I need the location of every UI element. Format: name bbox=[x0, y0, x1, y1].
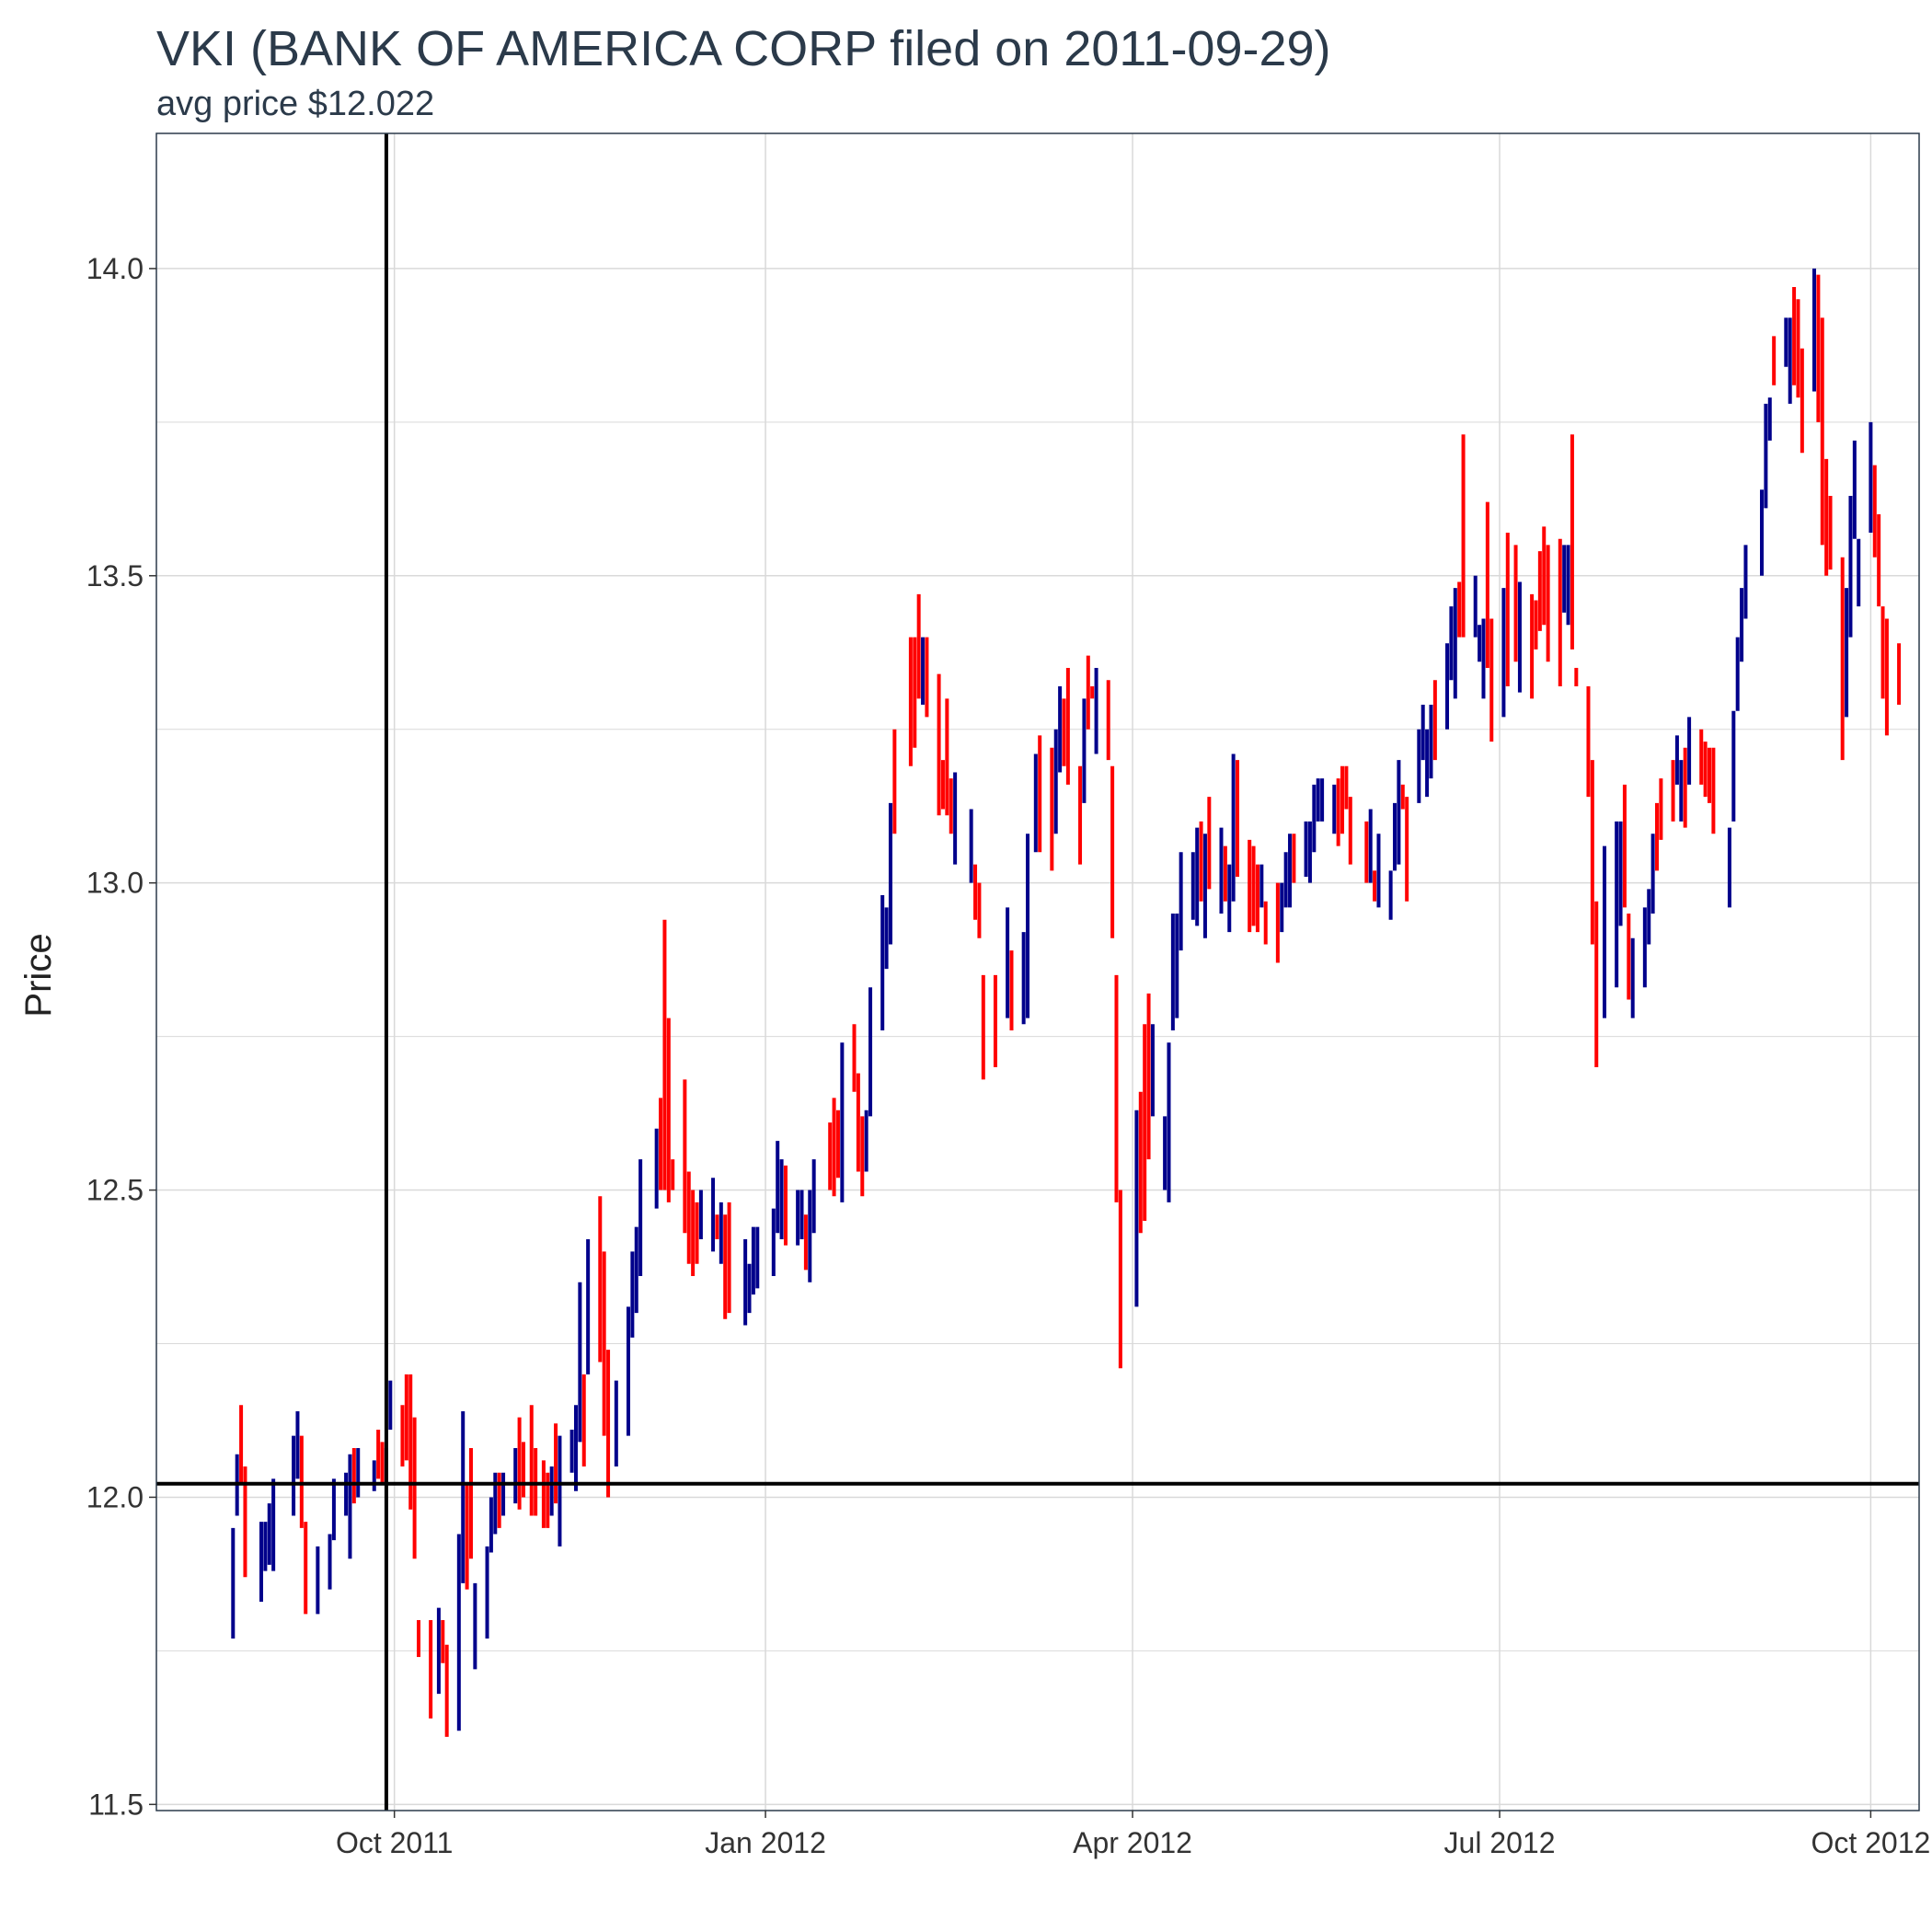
y-tick-label: 11.5 bbox=[88, 1788, 144, 1821]
grid-lines bbox=[156, 133, 1919, 1811]
axes: 11.5 12.0 12.5 13.0 13.5 14.0 Oct 2011 Jan 2012… bbox=[86, 132, 1930, 1859]
y-tick-label: 12.0 bbox=[86, 1480, 144, 1513]
y-tick-label: 13.5 bbox=[86, 559, 144, 592]
y-axis-title: Price bbox=[18, 933, 59, 1017]
x-tick-label: Jul 2012 bbox=[1444, 1826, 1556, 1859]
chart-subtitle: avg price $12.022 bbox=[156, 85, 435, 123]
x-tick-label: Oct 2011 bbox=[336, 1826, 453, 1859]
y-tick-label: 13.0 bbox=[86, 867, 144, 900]
x-tick-label: Apr 2012 bbox=[1073, 1826, 1192, 1859]
y-tick-label: 12.5 bbox=[86, 1174, 144, 1207]
reference-lines bbox=[156, 133, 1919, 1811]
x-tick-label: Oct 2012 bbox=[1811, 1826, 1930, 1859]
x-tick-label: Jan 2012 bbox=[705, 1826, 826, 1859]
y-tick-label: 14.0 bbox=[86, 252, 144, 285]
plot-panel-border bbox=[155, 132, 1920, 1811]
price-bars bbox=[231, 268, 1902, 1737]
chart-title: VKI (BANK OF AMERICA CORP filed on 2011-… bbox=[156, 21, 1331, 76]
